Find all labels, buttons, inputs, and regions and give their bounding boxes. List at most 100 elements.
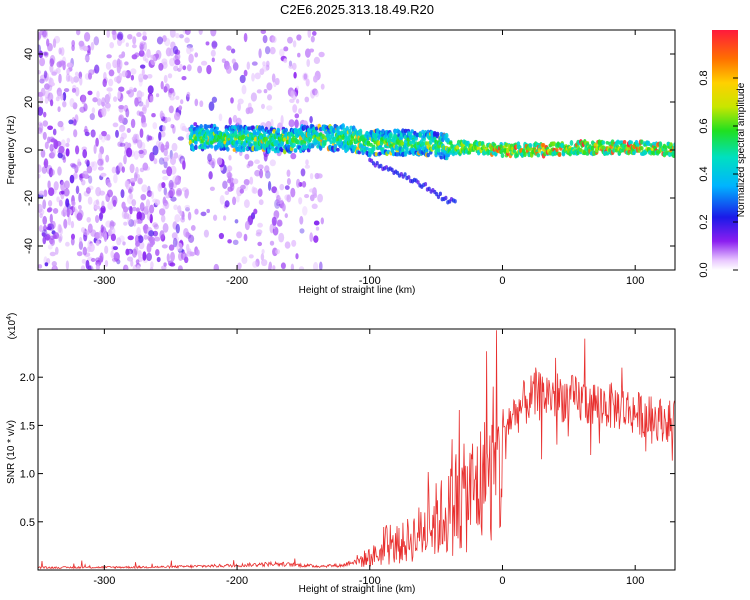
spectrogram-cell-450 [261,259,268,267]
spectrogram-cell-1725 [333,143,338,149]
spectrogram-cell-996 [230,48,236,54]
spectrogram-cell-215 [219,194,225,205]
spectrogram-y-ticks: -40 -20 0 20 40 [23,48,675,254]
spectrogram-x-tick-label-4: 100 [626,275,644,287]
spectrogram-cell-889 [131,54,138,60]
spectrogram-cell-115 [269,46,276,55]
spectrogram-cell-741 [55,67,61,74]
spectrogram-cell-1049 [107,189,113,198]
spectrogram-cell-644 [146,190,153,197]
spectrogram-cell-960 [70,233,76,240]
spectrogram-cell-719 [189,47,194,52]
spectrogram-cell-676 [66,62,73,68]
spectrogram-cell-145 [49,64,54,73]
colorbar-tick-label-0: 0.0 [698,262,710,277]
spectrogram-cell-2155 [429,138,433,145]
spectrogram-cell-775 [162,202,168,210]
spectrogram-cell-659 [47,223,55,231]
spectrogram-cell-328 [72,102,78,110]
spectrogram-cell-711 [284,241,291,249]
spectrogram-cell-220 [70,77,75,84]
spectrogram-cell-875 [271,216,277,226]
spectrogram-cell-1791 [348,128,352,134]
spectrogram-cell-620 [297,52,301,58]
spectrogram-cell-58 [131,248,138,258]
spectrogram-cell-745 [138,212,146,221]
spectrogram-cell-2146 [426,152,431,158]
colorbar-tick-label-4: 0.8 [698,70,710,85]
spectrogram-cell-865 [170,251,175,262]
spectrogram-cell-461 [303,73,308,80]
spectrogram-cell-878 [152,145,159,156]
spectrogram-cell-1654 [317,136,322,142]
spectrogram-cell-118 [149,266,154,270]
spectrogram-cell-2008 [395,152,400,157]
spectrogram-cell-883 [155,53,160,59]
spectrogram-cell-973 [172,237,178,248]
snr-x-tick-label-2: -100 [359,575,381,587]
spectrogram-cell-1063 [210,49,216,57]
spectrogram-cell-804 [51,71,57,76]
spectrogram-cell-1978 [389,133,393,139]
spectrogram-cell-567 [77,209,84,219]
spectrogram-cell-727 [135,166,139,175]
spectrogram-cell-2494 [560,143,564,149]
spectrogram-cell-500 [159,110,164,120]
spectrogram-cell-1092 [194,144,198,151]
spectrogram-cell-221 [136,90,143,100]
spectrogram-cell-665 [83,31,91,42]
spectrogram-cell-1412 [264,136,269,141]
spectrogram-cell-849 [305,78,310,87]
spectrogram-cell-447 [162,157,169,163]
spectrogram-cell-2782 [427,186,431,191]
spectrogram-cell-122 [247,160,254,167]
spectrogram-cell-927 [142,148,147,156]
spectrogram-cell-1228 [223,140,227,145]
snr-y-multiplier: (x104) [6,313,18,340]
spectrogram-cell-107 [228,117,232,126]
spectrogram-cell-994 [313,261,319,270]
snr-x-ticks: -300 -200 -100 0 100 [93,329,644,587]
spectrogram-cell-1040 [49,143,54,152]
spectrogram-cell-323 [296,178,301,188]
spectrogram-cell-664 [95,198,100,206]
spectrogram-cell-146 [44,83,50,90]
spectrogram-cell-1061 [161,58,168,66]
spectrogram-cell-2120 [421,141,425,147]
spectrogram-cell-985 [125,248,130,256]
spectrogram-cell-699 [139,202,145,212]
spectrogram-cell-723 [119,127,125,133]
spectrogram-cell-1744 [337,130,342,136]
spectrogram-cell-937 [48,187,55,196]
spectrogram-cell-890 [243,32,248,43]
spectrogram-cell-766 [113,96,118,102]
spectrogram-cell-995 [198,30,203,35]
spectrogram-cell-746 [263,89,268,94]
spectrogram-cell-1363 [253,136,258,143]
spectrogram-cell-120 [261,103,265,110]
spectrogram-cell-951 [154,199,161,206]
spectrogram-cell-131 [213,263,220,270]
spectrogram-cell-50 [310,35,315,43]
spectrogram-cell-915 [284,185,290,190]
snr-y-tick-label-1: 1.0 [20,469,35,481]
spectrogram-cell-809 [129,163,135,174]
spectrogram-cell-73 [232,62,239,71]
spectrogram-cell-851 [287,36,293,44]
spectrogram-cell-462 [38,106,44,116]
spectrogram-cell-1021 [211,57,215,63]
spectrogram-cell-319 [111,166,117,174]
spectrogram-cell-579 [57,152,63,159]
spectrogram-cell-325 [209,186,215,192]
spectrogram-cell-148 [129,192,133,200]
spectrogram-cell-1503 [284,127,289,133]
colorbar-tick-label-2: 0.4 [698,166,710,181]
colorbar-tick-label-3: 0.6 [698,118,710,133]
spectrogram-cell-916 [111,30,117,36]
spectrogram-cell-986 [116,63,121,74]
spectrogram-cell-808 [121,70,128,78]
spectrogram-cell-574 [129,205,133,215]
spectrogram-cell-2787 [436,194,441,200]
spectrogram-cell-633 [163,199,168,207]
